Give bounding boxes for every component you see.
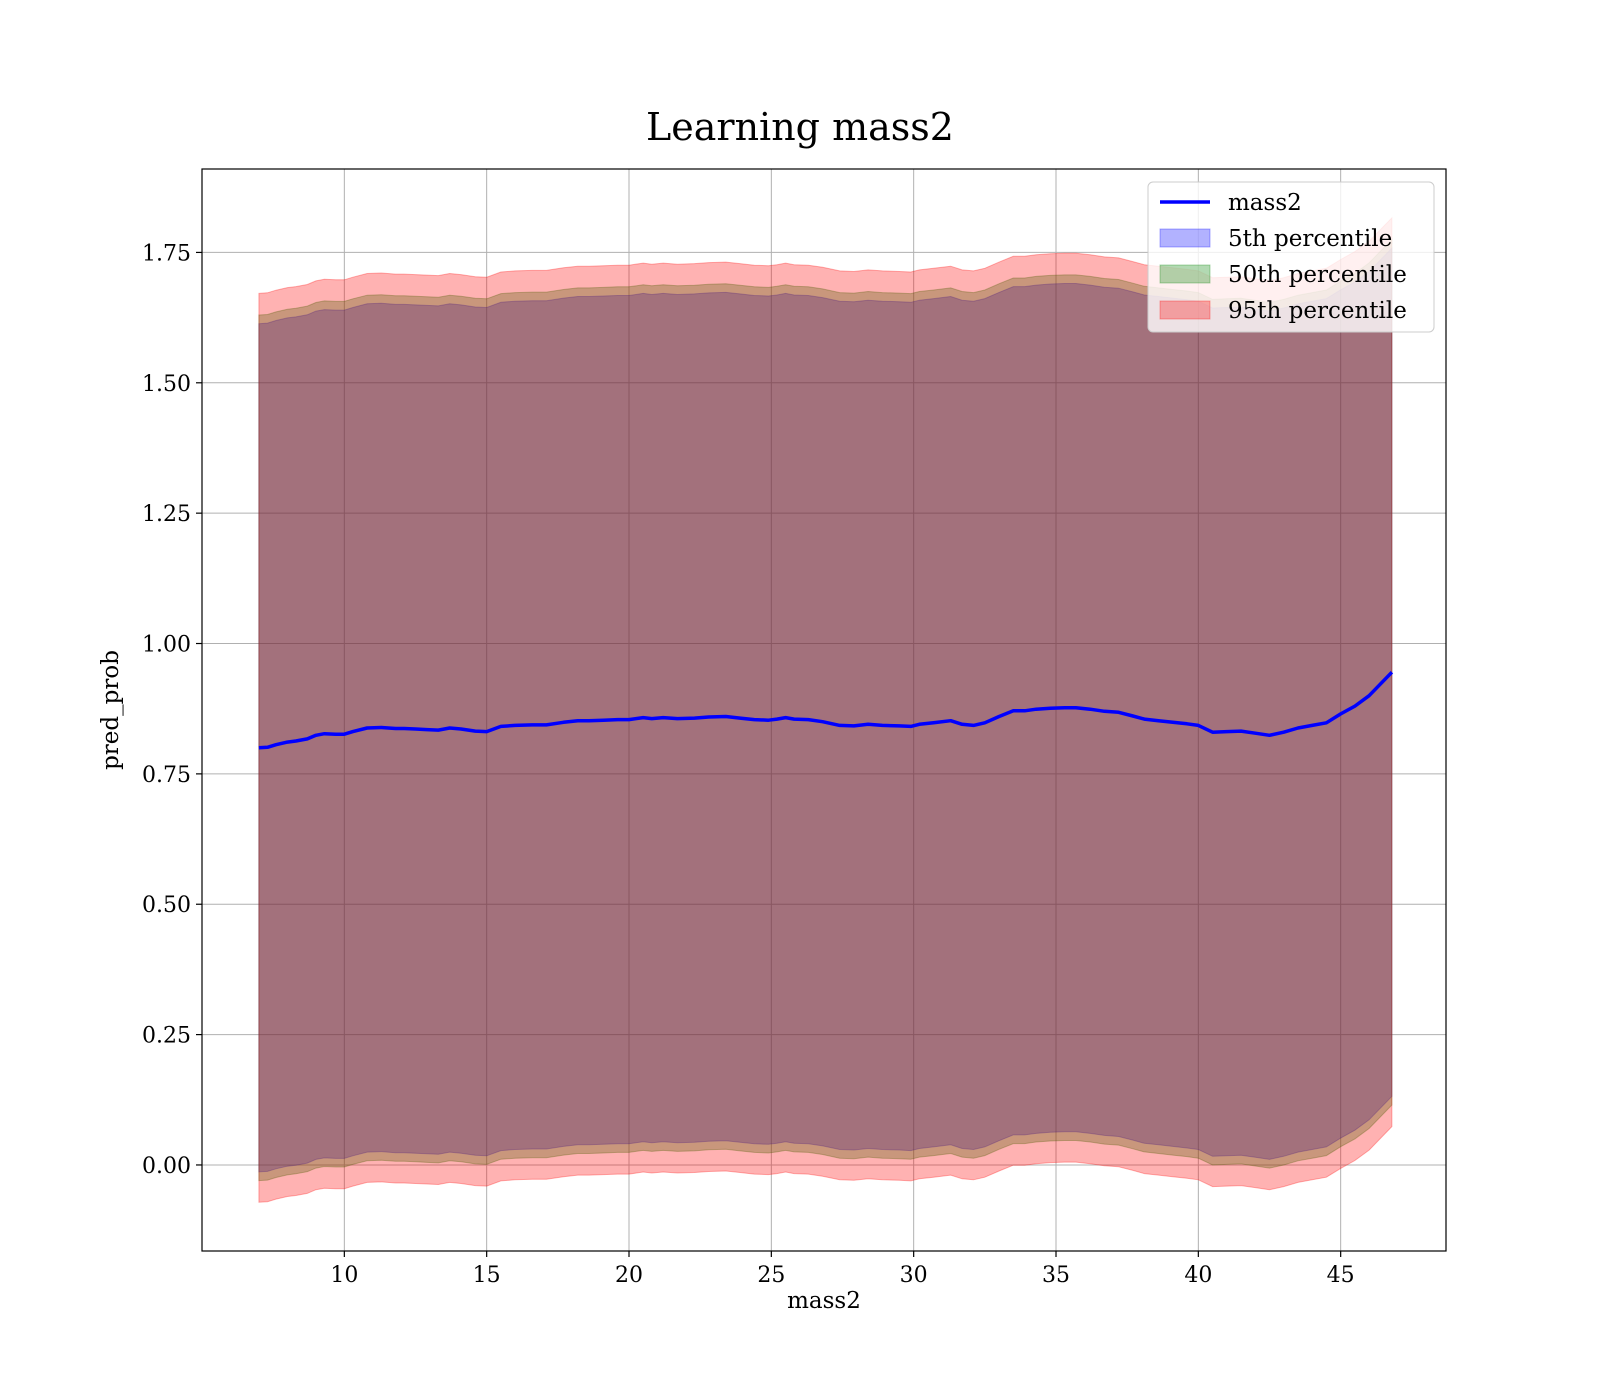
percentile-bands — [258, 216, 1393, 1203]
y-tick-label: 1.50 — [142, 372, 191, 397]
y-tick-label: 0.25 — [142, 1024, 191, 1049]
x-tick-label: 35 — [1042, 1263, 1070, 1288]
y-tick-label: 0.75 — [142, 763, 191, 788]
x-axis-label: mass2 — [787, 1288, 861, 1314]
series-lines — [258, 670, 1394, 750]
band-50th-percentile — [258, 238, 1393, 1182]
y-tick-label: 1.75 — [142, 241, 191, 266]
legend-label: 50th percentile — [1228, 262, 1407, 288]
legend-box — [1147, 181, 1435, 333]
axis-ticks: 10 15 20 25 30 35 40 45 0.00 0.25 0.50 0.75 1.00 1.25… — [142, 241, 1355, 1288]
series-line-mass2 — [258, 670, 1394, 750]
x-tick-label: 20 — [615, 1263, 643, 1288]
legend-label: mass2 — [1228, 190, 1302, 216]
x-tick-label: 45 — [1327, 1263, 1355, 1288]
y-axis-label: pred_prob — [98, 650, 124, 770]
legend: mass2 5th percentile 50th percentile 95th p… — [1147, 181, 1435, 333]
band-5th-percentile — [258, 246, 1393, 1173]
legend-label: 95th percentile — [1228, 298, 1407, 324]
band-95th-percentile — [258, 216, 1393, 1203]
legend-patch-swatch — [1159, 300, 1211, 320]
plot-frame — [201, 168, 1447, 1252]
y-tick-label: 0.50 — [142, 893, 191, 918]
y-tick-label: 0.00 — [142, 1154, 191, 1179]
legend-patch-swatch — [1159, 228, 1211, 248]
x-tick-label: 25 — [757, 1263, 785, 1288]
x-tick-label: 30 — [900, 1263, 928, 1288]
grid — [202, 169, 1446, 1251]
x-tick-label: 10 — [330, 1263, 358, 1288]
chart-title: Learning mass2 — [646, 105, 954, 149]
x-tick-label: 40 — [1184, 1263, 1212, 1288]
legend-patch-swatch — [1159, 264, 1211, 284]
x-tick-label: 15 — [473, 1263, 501, 1288]
legend-label: 5th percentile — [1228, 226, 1392, 252]
y-tick-label: 1.25 — [142, 502, 191, 527]
y-tick-label: 1.00 — [142, 633, 191, 658]
